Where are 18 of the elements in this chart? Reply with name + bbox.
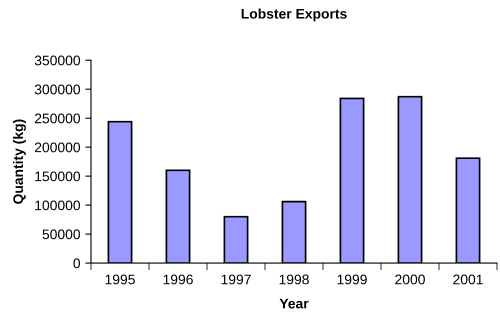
y-tick-label: 0: [73, 258, 80, 268]
x-tick-label: 1997: [222, 274, 251, 284]
x-tick-label: 2001: [453, 274, 483, 284]
y-tick-label: 300000: [34, 84, 80, 94]
y-tick-label: 200000: [34, 142, 80, 152]
x-tick-label: 2000: [395, 274, 425, 284]
y-tick-label: 100000: [35, 200, 80, 210]
y-tick-label: 250000: [34, 114, 80, 124]
y-tick-label: 150000: [35, 171, 80, 182]
y-axis-title: Quantity (kg): [12, 120, 26, 204]
x-tick-label: 1995: [106, 274, 135, 284]
chart-title: Lobster Exports: [242, 8, 347, 22]
y-tick-label: 50000: [42, 229, 80, 240]
x-tick-label: 1996: [164, 274, 193, 284]
x-axis-title: Year: [280, 298, 308, 308]
x-tick-label: 1999: [338, 274, 367, 284]
y-tick-label: 350000: [34, 56, 80, 66]
x-tick-label: 1998: [280, 274, 309, 284]
